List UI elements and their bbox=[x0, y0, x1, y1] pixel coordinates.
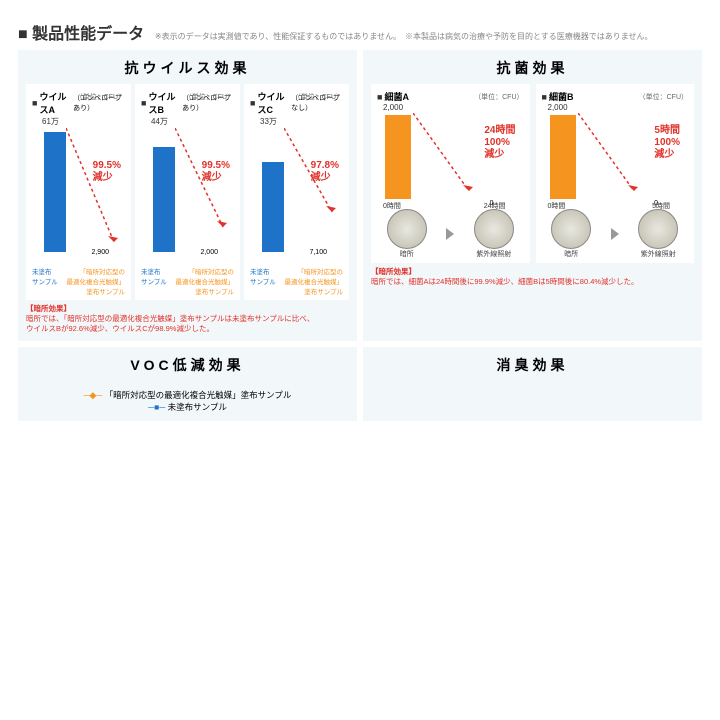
virus-card: ウイルスA（エンベロープあり） （単位：CFU） 61万 99.5%減少 2,9… bbox=[26, 84, 131, 300]
virus-card: ウイルスB（エンベロープあり） （単位：CFU） 44万 99.5%減少 2,0… bbox=[135, 84, 240, 300]
p1-foot: 【暗所効果】 暗所では、「暗所対応型の最適化複合光触媒」塗布サンプルは未塗布サン… bbox=[26, 304, 349, 333]
chevron-right-icon bbox=[611, 228, 619, 240]
chevron-right-icon bbox=[446, 228, 454, 240]
page-title: ■ 製品性能データ bbox=[18, 26, 144, 43]
arrow-icon bbox=[413, 113, 483, 203]
unit: （単位：CFU） bbox=[76, 92, 125, 102]
panel2-title: 抗菌効果 bbox=[371, 58, 694, 78]
dish-icon bbox=[551, 209, 591, 249]
dish-row: 暗所 紫外線照射 bbox=[542, 209, 689, 259]
dish-icon bbox=[638, 209, 678, 249]
panel-deodor: 消臭効果 bbox=[363, 347, 702, 421]
virus-card: ウイルスC（エンベロープなし） （単位：CFU） 33万 97.8%減少 7,1… bbox=[244, 84, 349, 300]
header: ■ 製品性能データ ※表示のデータは実測値であり、性能保証するものではありません… bbox=[18, 20, 702, 44]
panel4-title: 消臭効果 bbox=[371, 355, 694, 375]
panel-antibac: 抗菌効果 細菌A （単位：CFU） 2,000 24時間100%減少 0 0時間… bbox=[363, 50, 702, 341]
arrow-icon bbox=[66, 128, 126, 252]
p2-foot: 【暗所効果】 暗所では、細菌Aは24時間後に99.9%減少、細菌Bは5時間後に8… bbox=[371, 267, 694, 287]
dish-icon bbox=[474, 209, 514, 249]
panel1-title: 抗ウイルス効果 bbox=[26, 58, 349, 78]
legend: ─◆─ 「暗所対応型の最適化複合光触媒」塗布サンプル ─■─ 未塗布サンプル bbox=[26, 389, 349, 413]
panel-voc: VOC低減効果 ─◆─ 「暗所対応型の最適化複合光触媒」塗布サンプル ─■─ 未… bbox=[18, 347, 357, 421]
dish-row: 暗所 紫外線照射 bbox=[377, 209, 524, 259]
dish-icon bbox=[387, 209, 427, 249]
arrow-icon bbox=[578, 113, 648, 203]
panel3-title: VOC低減効果 bbox=[26, 355, 349, 375]
header-sub: ※表示のデータは実測値であり、性能保証するものではありません。 ※本製品は病気の… bbox=[155, 32, 653, 41]
unit: （単位：CFU） bbox=[185, 92, 234, 102]
bac-card: 細菌B （単位：CFU） 2,000 5時間100%減少 0 0時間5時間 暗所… bbox=[536, 84, 695, 263]
unit: （単位：CFU） bbox=[294, 92, 343, 102]
panel-antivirus: 抗ウイルス効果 ウイルスA（エンベロープあり） （単位：CFU） 61万 99.… bbox=[18, 50, 357, 341]
bac-card: 細菌A （単位：CFU） 2,000 24時間100%減少 0 0時間24時間 … bbox=[371, 84, 530, 263]
